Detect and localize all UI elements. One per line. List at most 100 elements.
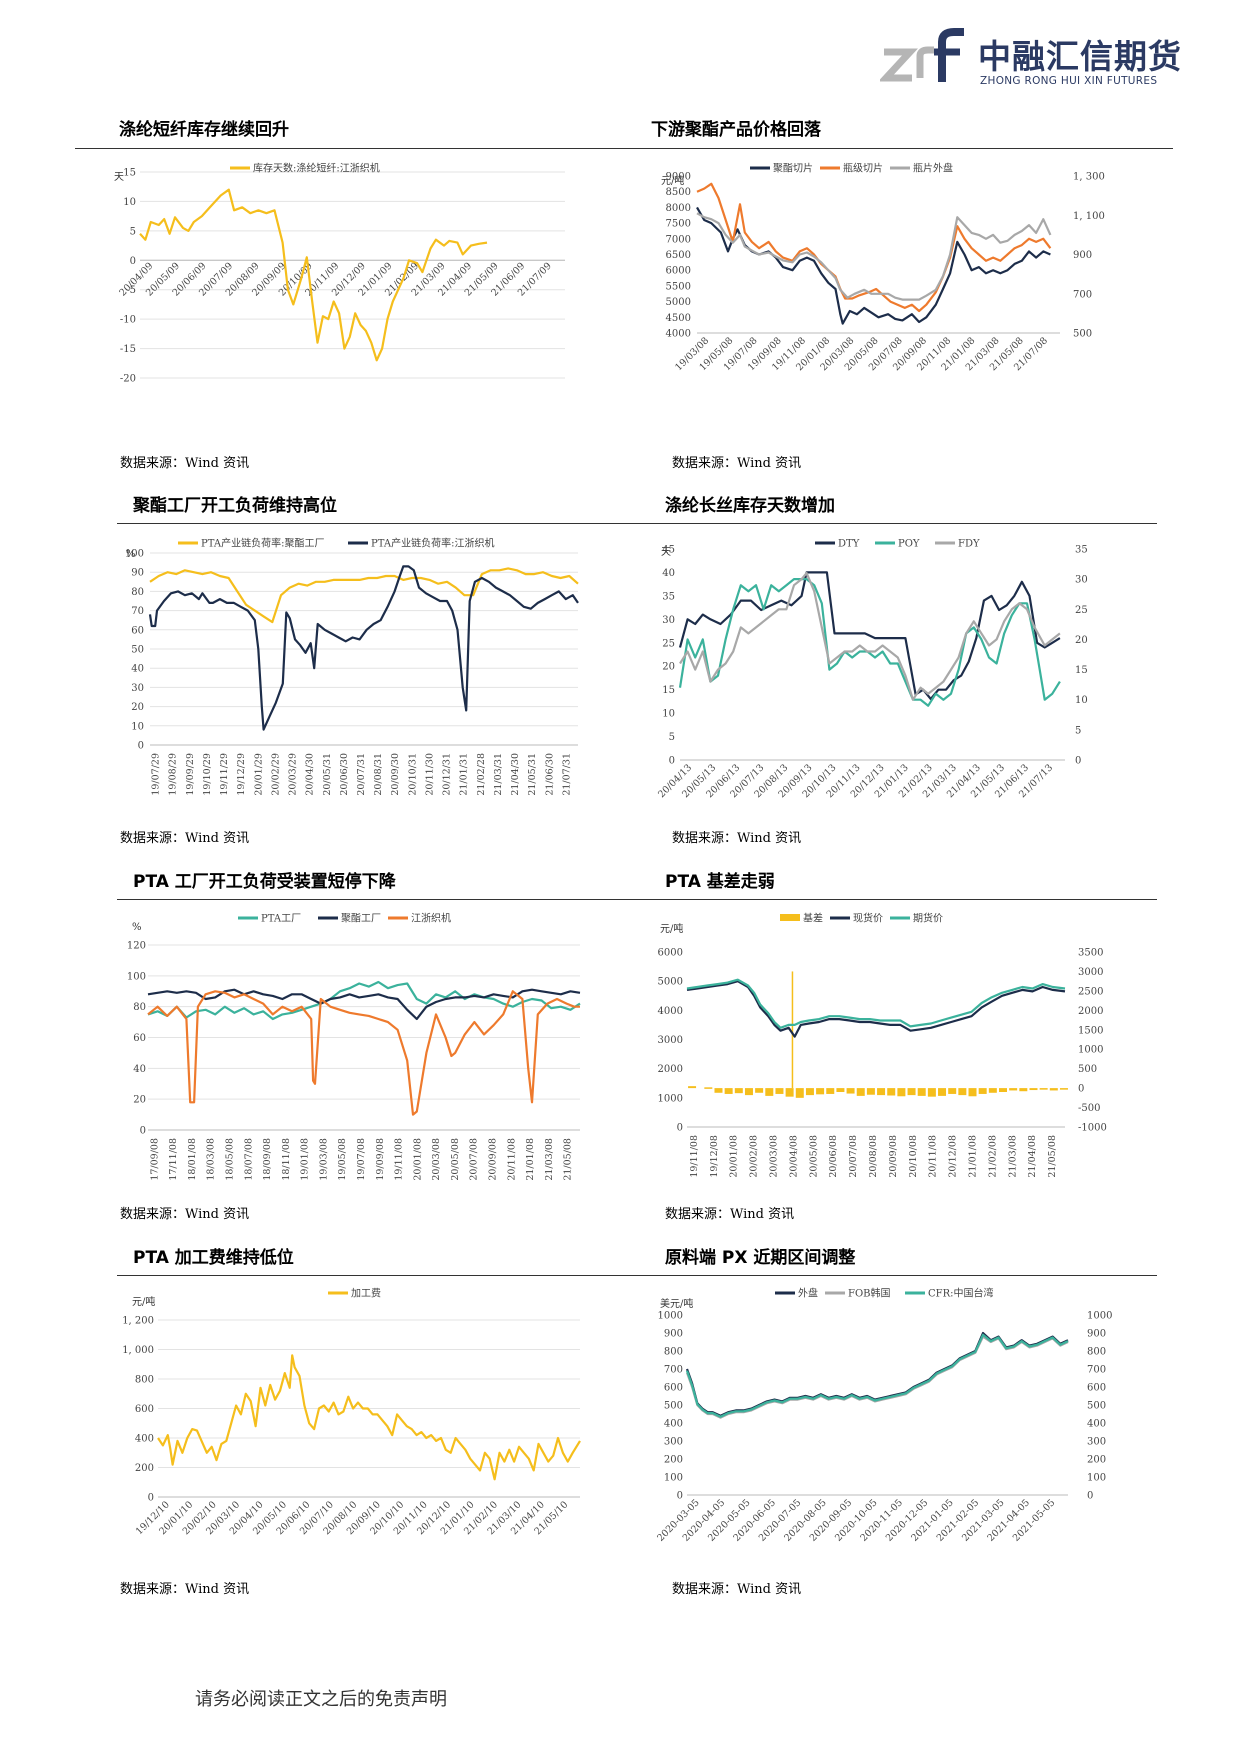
basis-bar (785, 1088, 794, 1097)
basis-bar (1049, 1088, 1058, 1091)
divider-row-2 (117, 523, 1157, 524)
disclaimer-footer: 请务必阅读正文之后的免责声明 (195, 1689, 447, 1710)
x-tick-label: 20/04/30 (305, 753, 316, 796)
chart-pta-basis: 元/吨6000500040003000200010000350030002500… (658, 912, 1107, 1178)
y-tick-label: 200 (664, 1455, 683, 1466)
y2-tick-label: 200 (1087, 1455, 1106, 1466)
divider-row-4 (117, 1275, 1157, 1276)
y2-tick-label: 10 (1075, 695, 1088, 706)
chart-filament-inventory-days: 天4540353025201510503530252015105020/04/1… (656, 539, 1088, 801)
basis-bar (968, 1088, 977, 1097)
company-logo: 中融汇信期货 ZHONG RONG HUI XIN FUTURES (880, 28, 1181, 94)
x-tick-label: 17/11/08 (168, 1138, 179, 1181)
x-tick-label: 20/10/31 (407, 753, 418, 796)
x-tick-label: 20/03/29 (288, 753, 299, 796)
x-tick-label: 21/04/08 (1027, 1135, 1038, 1178)
x-tick-label: 21/05/08 (1047, 1135, 1058, 1178)
y2-tick-label: 30 (1075, 575, 1088, 586)
y-tick-label: 0 (140, 1126, 146, 1137)
basis-bar (704, 1087, 713, 1089)
basis-bar (724, 1088, 733, 1094)
y2-tick-label: 700 (1073, 289, 1092, 300)
y-tick-label: 20 (662, 662, 675, 673)
y-tick-label: 0 (677, 1123, 683, 1134)
legend-label: 瓶级切片 (843, 162, 883, 175)
y2-tick-label: -1000 (1078, 1123, 1107, 1134)
series-line (678, 571, 1061, 701)
section-title-7: PTA 加工费维持低位 (133, 1248, 294, 1268)
x-tick-label: 20/06/30 (339, 753, 350, 796)
y-tick-label: 1000 (658, 1311, 683, 1322)
y-tick-label: 45 (662, 545, 675, 556)
y-tick-label: 0 (669, 756, 675, 767)
source-note-4: 数据来源：Wind 资讯 (672, 831, 802, 846)
x-tick-label: 19/07/08 (356, 1138, 367, 1181)
x-tick-label: 21/04/30 (510, 753, 521, 796)
legend-label: 江浙织机 (411, 912, 451, 925)
basis-bar (755, 1088, 764, 1093)
y2-tick-label: 1500 (1078, 1025, 1103, 1036)
y2-tick-label: 700 (1087, 1365, 1106, 1376)
y2-tick-label: 15 (1075, 665, 1088, 676)
y2-tick-label: 500 (1078, 1064, 1097, 1075)
legend-label: 现货价 (853, 912, 883, 925)
section-title-5: PTA 工厂开工负荷受装置短停下降 (133, 872, 396, 892)
y-tick-label: 8500 (666, 187, 691, 198)
basis-bar (714, 1088, 723, 1093)
y-tick-label: 40 (131, 664, 144, 675)
y-tick-label: 10 (123, 197, 136, 208)
x-tick-label: 19/12/29 (236, 753, 247, 796)
legend-label: 加工费 (351, 1287, 381, 1300)
y2-tick-label: 500 (1073, 329, 1092, 340)
legend-label: FOB韩国 (848, 1287, 891, 1300)
source-note-6: 数据来源：Wind 资讯 (665, 1207, 795, 1222)
y-tick-label: 10 (662, 709, 675, 720)
y-tick-label: 0 (138, 741, 144, 752)
y-tick-label: 35 (662, 591, 675, 602)
chart-unit-label: 美元/吨 (660, 1297, 693, 1310)
x-tick-label: 21/01/08 (525, 1138, 536, 1181)
y-tick-label: 20 (131, 702, 144, 713)
x-tick-label: 21/03/31 (493, 753, 504, 796)
basis-bar (948, 1088, 957, 1094)
basis-bar (826, 1088, 835, 1094)
y-tick-label: 7500 (666, 219, 691, 230)
divider-row-1 (75, 148, 1173, 149)
chart-unit-label: 天 (114, 172, 124, 183)
legend-label: DTY (838, 539, 860, 550)
y-tick-label: 7000 (666, 234, 691, 245)
y-tick-label: 3000 (658, 1035, 683, 1046)
x-tick-label: 18/09/08 (262, 1138, 273, 1181)
basis-bar (978, 1088, 987, 1094)
y2-tick-label: 900 (1087, 1329, 1106, 1340)
series-line (696, 206, 1051, 325)
y2-tick-label: 3500 (1078, 948, 1103, 959)
chart-unit-label: 元/吨 (660, 922, 683, 935)
y-tick-label: 20 (133, 1095, 146, 1106)
y-tick-label: 60 (133, 1033, 146, 1044)
x-tick-label: 20/04/08 (788, 1135, 799, 1178)
basis-bar (791, 971, 794, 1089)
legend-label: 外盘 (798, 1287, 818, 1300)
x-tick-label: 20/08/08 (868, 1135, 879, 1178)
section-title-4: 涤纶长丝库存天数增加 (665, 496, 835, 516)
series-line (696, 182, 1052, 313)
x-tick-label: 20/07/08 (848, 1135, 859, 1178)
x-tick-label: 19/09/29 (185, 753, 196, 796)
y-tick-label: -15 (120, 344, 136, 355)
x-tick-label: 17/09/08 (149, 1138, 160, 1181)
x-tick-label: 18/05/08 (225, 1138, 236, 1181)
x-tick-label: 18/07/08 (243, 1138, 254, 1181)
basis-bar (917, 1088, 926, 1096)
y2-tick-label: 3000 (1078, 967, 1103, 978)
x-tick-label: 20/05/08 (808, 1135, 819, 1178)
basis-bar (856, 1088, 865, 1096)
series-line (678, 578, 1061, 707)
y-tick-label: 90 (131, 568, 144, 579)
y2-tick-label: 100 (1087, 1473, 1106, 1484)
x-tick-label: 20/03/08 (431, 1138, 442, 1181)
y-tick-label: 300 (664, 1437, 683, 1448)
y-tick-label: 400 (135, 1434, 154, 1445)
y-tick-label: 8000 (666, 203, 691, 214)
basis-bar (846, 1088, 855, 1094)
